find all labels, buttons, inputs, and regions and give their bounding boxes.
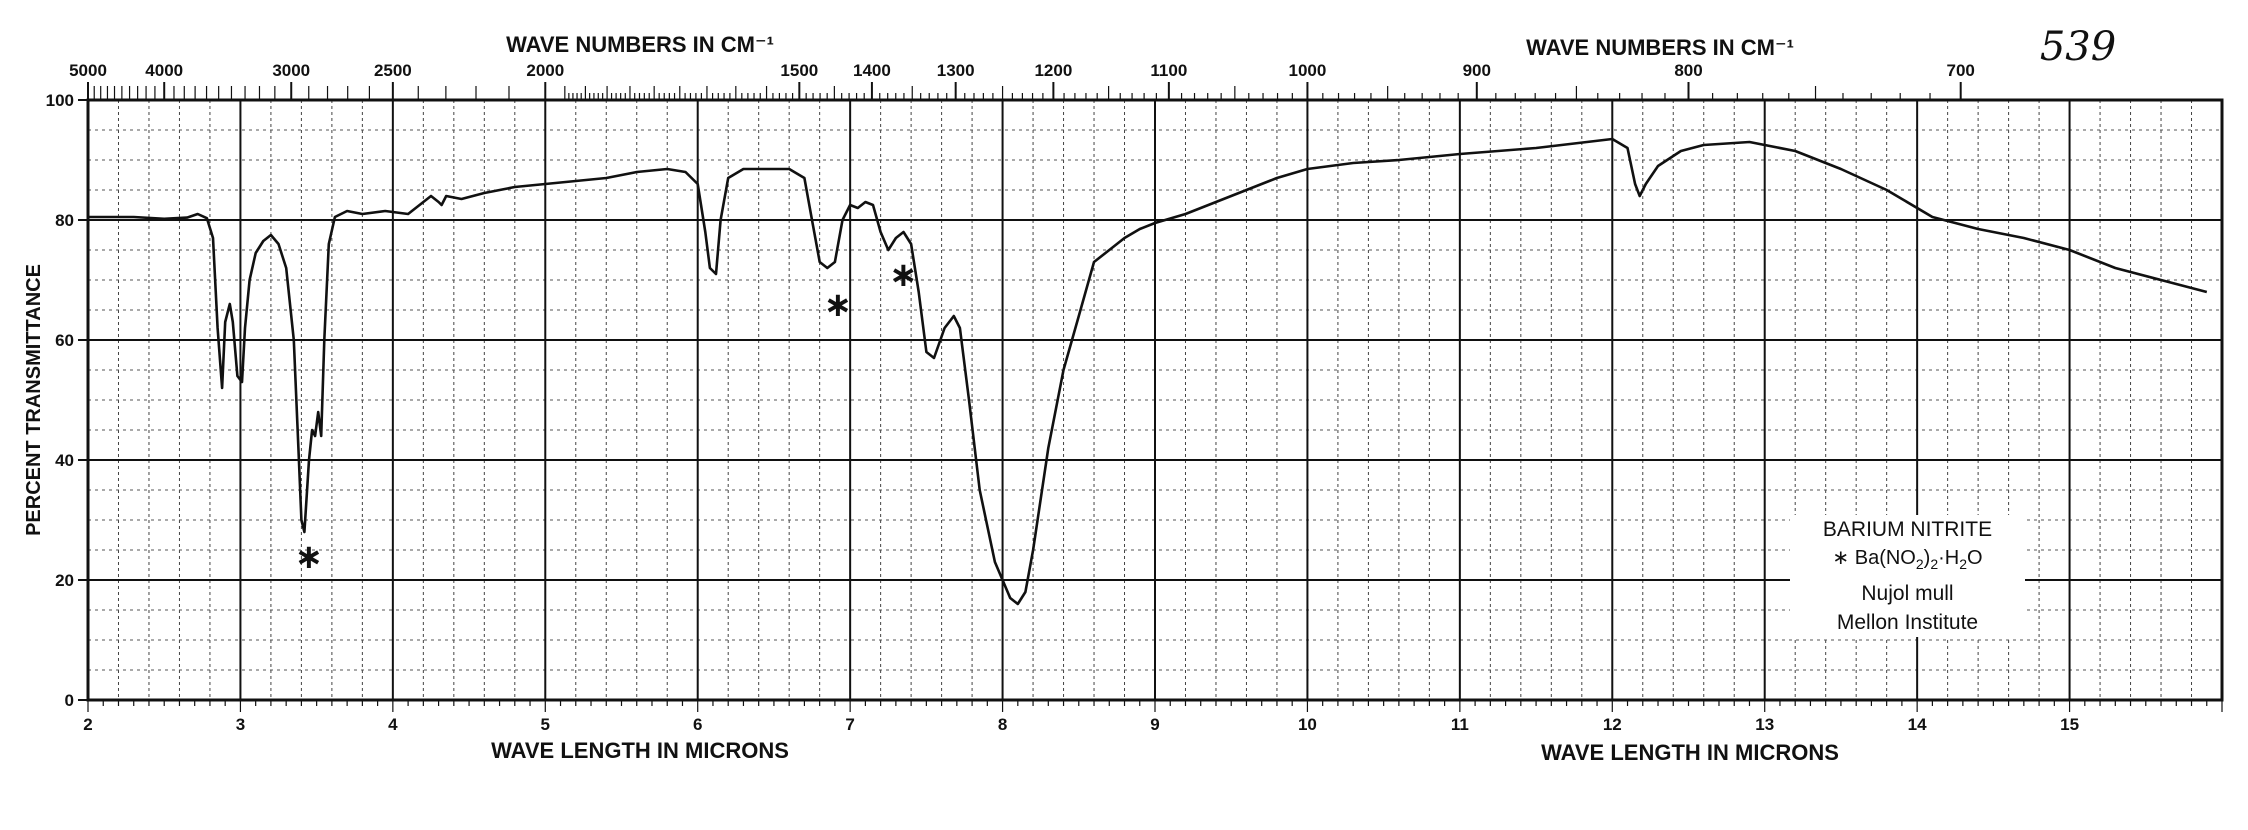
formula-part: O	[1967, 547, 1983, 569]
sample-medium: Nujol mull	[1861, 582, 1954, 605]
wavenumber-tick-label: 2500	[374, 61, 412, 80]
peak-marker-asterisk: ∗	[889, 256, 918, 294]
wavenumber-tick-label: 2000	[526, 61, 564, 80]
wavelength-tick-label: 2	[83, 715, 92, 734]
wavelength-tick-label: 15	[2060, 715, 2079, 734]
wavelength-tick-label: 6	[693, 715, 702, 734]
wavelength-tick-label: 14	[1908, 715, 1927, 734]
wavelength-tick-label: 9	[1150, 715, 1159, 734]
transmittance-tick-label: 20	[55, 571, 74, 590]
peak-marker-asterisk: ∗	[824, 286, 853, 324]
bottom-axis-title-left: WAVE LENGTH IN MICRONS	[491, 738, 789, 763]
wavelength-axis: 2 3 4 5 6 7 8 9 10 11 12 13 14 15	[83, 700, 2223, 734]
transmittance-tick-label: 40	[55, 451, 74, 470]
wavenumber-tick-label: 900	[1463, 61, 1491, 80]
peak-marker-asterisk: ∗	[295, 538, 324, 576]
wavelength-tick-label: 8	[998, 715, 1007, 734]
wavenumber-tick-label: 1400	[853, 61, 891, 80]
formula-part: ·H	[1938, 547, 1960, 569]
wavelength-tick-label: 12	[1603, 715, 1622, 734]
transmittance-tick-label: 100	[46, 91, 74, 110]
formula-part: )	[1923, 547, 1931, 569]
wavelength-tick-label: 7	[845, 715, 854, 734]
wavenumber-tick-label: 3000	[272, 61, 310, 80]
sample-info-box: BARIUM NITRITE ∗ Ba(NO2)2·H2O Nujol mull…	[1790, 515, 2025, 637]
formula-subscript: 2	[1930, 556, 1939, 572]
wavelength-tick-label: 13	[1755, 715, 1774, 734]
wavelength-tick-label: 4	[388, 715, 398, 734]
wavenumber-tick-label: 1300	[937, 61, 975, 80]
sample-formula: ∗ Ba(NO2)2·H2O	[1790, 544, 2025, 579]
sheet-number: 539	[2040, 24, 2116, 70]
transmittance-tick-label: 60	[55, 331, 74, 350]
wavenumber-tick-label: 5000	[69, 61, 107, 80]
wavenumber-tick-label: 1500	[780, 61, 818, 80]
formula-marker: ∗	[1832, 547, 1850, 569]
wavelength-tick-label: 10	[1298, 715, 1317, 734]
wavenumber-tick-label: 1200	[1034, 61, 1072, 80]
peak-markers: ∗ ∗ ∗	[295, 256, 918, 576]
sample-source: Mellon Institute	[1836, 611, 1979, 634]
transmittance-tick-label: 0	[65, 691, 74, 710]
sample-name: BARIUM NITRITE	[1822, 518, 1993, 541]
transmittance-axis: 0 20 40 60 80 100	[46, 91, 88, 710]
wavenumber-tick-label: 700	[1947, 61, 1975, 80]
wavenumber-tick-label: 1100	[1150, 61, 1187, 80]
formula-subscript: 2	[1959, 556, 1968, 572]
y-axis-title: PERCENT TRANSMITTANCE	[23, 264, 45, 536]
spectrum-curve	[88, 137, 2208, 606]
wavelength-tick-label: 5	[541, 715, 550, 734]
wavelength-tick-label: 3	[236, 715, 245, 734]
wavenumber-tick-label: 4000	[145, 61, 183, 80]
wavenumber-tick-label: 1000	[1289, 61, 1327, 80]
wavenumber-tick-label: 800	[1674, 61, 1702, 80]
formula-subscript: 2	[1915, 556, 1924, 572]
wavenumber-axis: 5000 4000 3000 2500 2000 1500 1400 1300 1200 1100…	[69, 61, 1975, 100]
top-axis-title-left: WAVE NUMBERS IN CM⁻¹	[506, 32, 774, 57]
transmittance-tick-label: 80	[55, 211, 74, 230]
bottom-axis-title-right: WAVE LENGTH IN MICRONS	[1541, 740, 1839, 765]
formula-part: Ba(NO	[1854, 547, 1916, 569]
top-axis-title-right: WAVE NUMBERS IN CM⁻¹	[1526, 35, 1794, 60]
wavelength-tick-label: 11	[1451, 715, 1469, 734]
